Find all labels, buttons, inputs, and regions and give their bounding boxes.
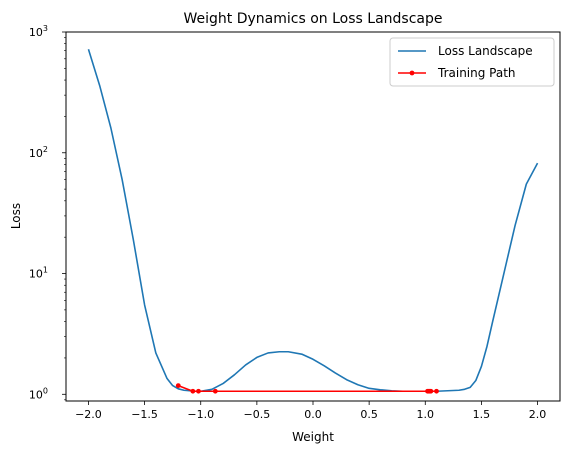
legend-label-training-path: Training Path [437, 66, 516, 80]
y-tick-label: 100 [29, 386, 48, 401]
series-layer [87, 48, 539, 394]
legend-label-loss-landscape: Loss Landscape [438, 44, 533, 58]
y-axis-label: Loss [9, 203, 23, 229]
y-tick-label: 101 [29, 266, 48, 281]
data-point-training-path [175, 383, 181, 389]
data-point-training-path [434, 388, 439, 394]
x-tick-label: −2.0 [75, 408, 102, 421]
data-point-training-path [428, 388, 434, 394]
x-tick-label: −1.0 [187, 408, 214, 421]
x-tick-label: −0.5 [244, 408, 271, 421]
x-tick-label: 1.5 [473, 408, 491, 421]
y-tick-label: 102 [29, 145, 48, 160]
data-point-training-path [190, 388, 196, 394]
legend: Loss Landscape Training Path [389, 37, 555, 87]
x-tick-label: 1.0 [417, 408, 435, 421]
legend-box [389, 37, 555, 87]
chart-title: Weight Dynamics on Loss Landscape [184, 11, 443, 27]
legend-marker-training-path [409, 70, 415, 76]
y-axis: 100 101 102 103 [29, 24, 66, 401]
plot-area-frame [65, 31, 561, 402]
x-tick-label: 0.5 [360, 408, 378, 421]
data-point-training-path [196, 388, 201, 394]
x-axis-label: Weight [292, 430, 334, 444]
x-tick-label: −1.5 [131, 408, 158, 421]
series-line-loss-landscape [87, 48, 539, 393]
data-point-training-path [212, 388, 218, 394]
x-tick-label: 0.0 [304, 408, 322, 421]
y-tick-label: 103 [29, 24, 48, 39]
x-axis: −2.0 −1.5 −1.0 −0.5 0.0 0.5 1.0 1.5 2.0 [75, 401, 546, 421]
x-tick-label: 2.0 [529, 408, 547, 421]
